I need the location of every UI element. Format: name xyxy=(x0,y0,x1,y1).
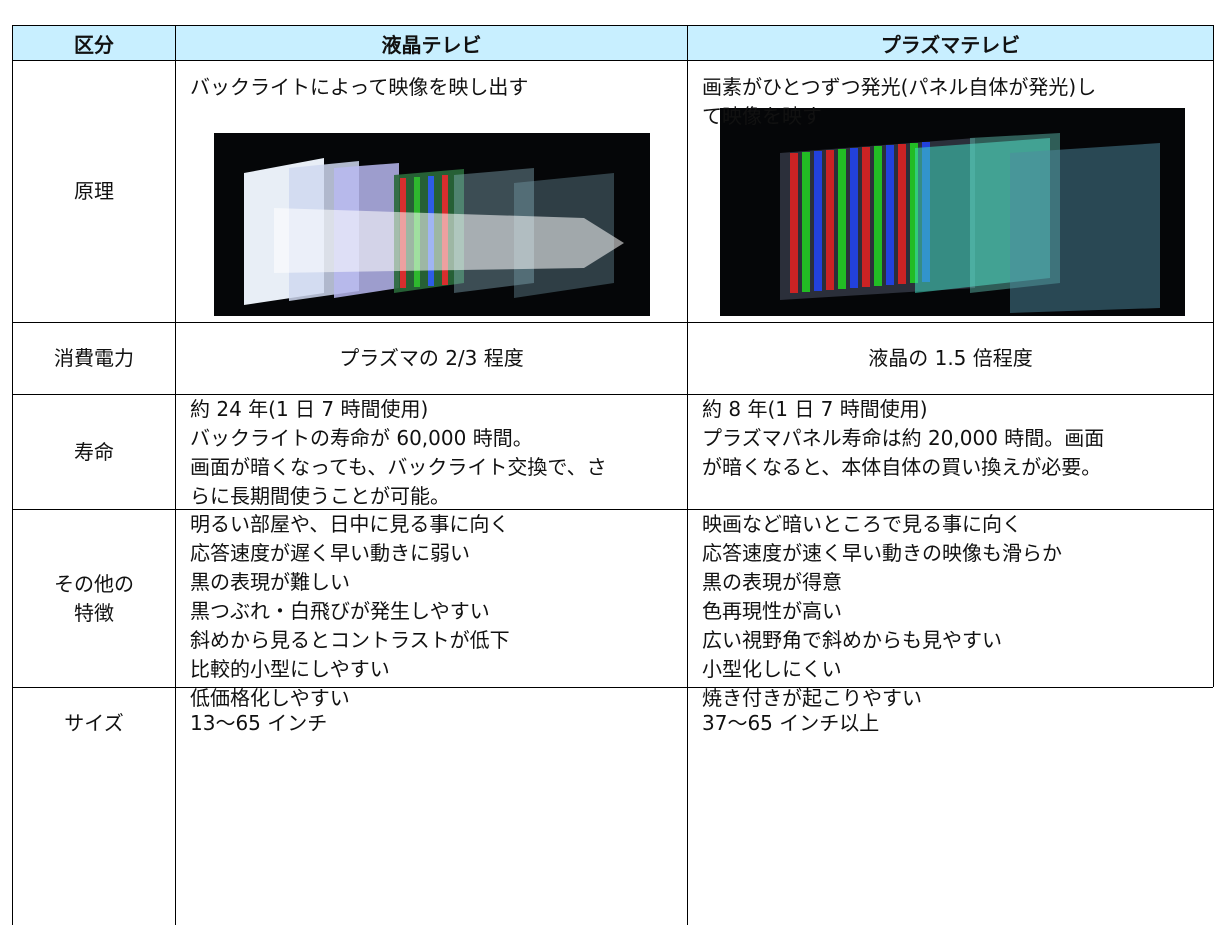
cell-text: 黒つぶれ・白飛びが発生しやすい xyxy=(190,599,490,623)
row-label: 原理 xyxy=(12,60,175,322)
row-label: 消費電力 xyxy=(12,322,175,394)
body-cell: 13〜65 インチ xyxy=(175,687,687,759)
header-text: 区分 xyxy=(74,32,114,57)
cell-text: 37〜65 インチ以上 xyxy=(702,711,880,735)
cell-text: 特徴 xyxy=(74,600,114,625)
cell-text: 画面が暗くなっても、バックライト交換で、さ xyxy=(190,455,607,479)
body-cell: 液晶の 1.5 倍程度 xyxy=(687,322,1213,394)
cell-text: 画素がひとつずつ発光(パネル自体が発光)し xyxy=(702,75,1097,99)
header-cell: 液晶テレビ xyxy=(175,25,687,60)
cell-text: 寿命 xyxy=(74,439,114,464)
column-rule xyxy=(12,759,13,925)
body-cell: 37〜65 インチ以上 xyxy=(687,687,1213,759)
cell-text: プラズマパネル寿命は約 20,000 時間。画面 xyxy=(702,426,1105,450)
cell-text: サイズ xyxy=(64,711,124,735)
body-cell: 約 8 年(1 日 7 時間使用) プラズマパネル寿命は約 20,000 時間。画… xyxy=(687,394,1213,509)
cell-text: 斜めから見るとコントラストが低下 xyxy=(190,628,510,652)
row-label: 寿命 xyxy=(12,394,175,509)
body-cell: 映画など暗いところで見る事に向く応答速度が速く早い動きの映像も滑らか 黒の表現が得… xyxy=(687,509,1213,710)
cell-text: 約 24 年(1 日 7 時間使用) xyxy=(190,397,429,421)
body-cell: 明るい部屋や、日中に見る事に向く 応答速度が遅く早い動きに弱い 黒の表現が難しい黒つ… xyxy=(175,509,687,710)
header-text: 液晶テレビ xyxy=(381,32,482,57)
cell-text: 低価格化しやすい xyxy=(190,686,350,710)
cell-text: 黒の表現が得意 xyxy=(702,570,842,594)
cell-text: 映画など暗いところで見る事に向く xyxy=(702,512,1022,536)
cell-text: 黒の表現が難しい xyxy=(190,570,350,594)
table-right-border xyxy=(1213,25,1214,687)
column-rule xyxy=(175,759,176,925)
header-text: プラズマテレビ xyxy=(880,32,1021,57)
cell-text: プラズマの 2/3 程度 xyxy=(339,346,524,370)
cell-text: 焼き付きが起こりやすい xyxy=(702,686,922,710)
cell-text: 約 8 年(1 日 7 時間使用) xyxy=(702,397,928,421)
cell-text: 広い視野角で斜めからも見やすい xyxy=(702,628,1002,652)
cell-text: バックライトの寿命が 60,000 時間。 xyxy=(190,426,533,450)
cell-text: バックライトによって映像を映し出す xyxy=(190,75,529,99)
cell-text: 応答速度が速く早い動きの映像も滑らか xyxy=(702,541,1062,565)
cell-text: 比較的小型にしやすい xyxy=(190,657,390,681)
body-cell: 画素がひとつずつ発光(パネル自体が発光)し て映像を映す xyxy=(687,60,1213,322)
cell-text: 色再現性が高い xyxy=(702,599,842,623)
lcd-illustration xyxy=(214,133,650,316)
body-cell: バックライトによって映像を映し出す xyxy=(175,60,687,322)
cell-text: 明るい部屋や、日中に見る事に向く xyxy=(190,512,510,536)
plasma-illustration xyxy=(720,108,1185,316)
cell-text: 液晶の 1.5 倍程度 xyxy=(868,346,1033,370)
row-label: その他の 特徴 xyxy=(12,509,175,687)
column-rule xyxy=(687,759,688,925)
row-label: サイズ xyxy=(12,687,175,759)
cell-text: らに長期間使うことが可能。 xyxy=(190,484,450,508)
cell-text: が暗くなると、本体自体の買い換えが必要。 xyxy=(702,455,1102,479)
body-cell: 約 24 年(1 日 7 時間使用) バックライトの寿命が 60,000 時間。画… xyxy=(175,394,687,509)
cell-text: 原理 xyxy=(74,179,114,203)
cell-text: 応答速度が遅く早い動きに弱い xyxy=(190,541,470,565)
cell-text: 13〜65 インチ xyxy=(190,711,328,735)
cell-text: その他の xyxy=(54,571,134,596)
cell-text: て映像を映す xyxy=(702,104,822,128)
cell-text: 消費電力 xyxy=(54,346,134,370)
body-cell: プラズマの 2/3 程度 xyxy=(175,322,687,394)
header-cell: プラズマテレビ xyxy=(687,25,1213,60)
header-cell: 区分 xyxy=(12,25,175,60)
cell-text: 小型化しにくい xyxy=(702,657,842,681)
